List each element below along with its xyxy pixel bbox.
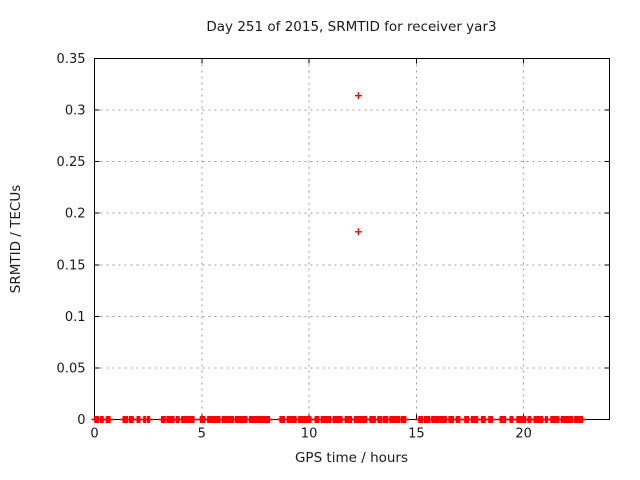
y-tick-label: 0.2 — [65, 207, 86, 222]
x-tick-label: 20 — [515, 427, 532, 442]
x-tick-label: 5 — [198, 427, 206, 442]
chart-title: Day 251 of 2015, SRMTID for receiver yar… — [206, 19, 497, 35]
x-axis-label: GPS time / hours — [294, 450, 409, 466]
y-tick-label: 0.05 — [57, 361, 86, 376]
y-tick-label: 0.3 — [65, 104, 86, 119]
y-tick-label: 0.1 — [65, 310, 86, 325]
data-point-baseline — [402, 416, 410, 423]
data-point-outlier — [354, 228, 362, 236]
data-point-baseline — [578, 416, 586, 423]
data-point-baseline — [488, 416, 496, 423]
x-tick-label: 15 — [408, 427, 425, 442]
data-point-baseline — [265, 416, 273, 423]
y-tick-label: 0.35 — [57, 52, 86, 67]
y-tick-label: 0 — [77, 413, 85, 428]
y-tick-label: 0.15 — [57, 258, 86, 273]
data-point-baseline — [106, 416, 114, 423]
y-tick-label: 0.25 — [57, 155, 86, 170]
data-point-baseline — [145, 416, 153, 423]
plot-border — [94, 58, 610, 420]
x-tick-label: 10 — [301, 427, 318, 442]
data-point-outlier — [354, 92, 362, 100]
x-tick-label: 0 — [90, 427, 98, 442]
data-point-baseline — [190, 416, 198, 423]
y-axis-label: SRMTID / TECUs — [8, 184, 24, 294]
